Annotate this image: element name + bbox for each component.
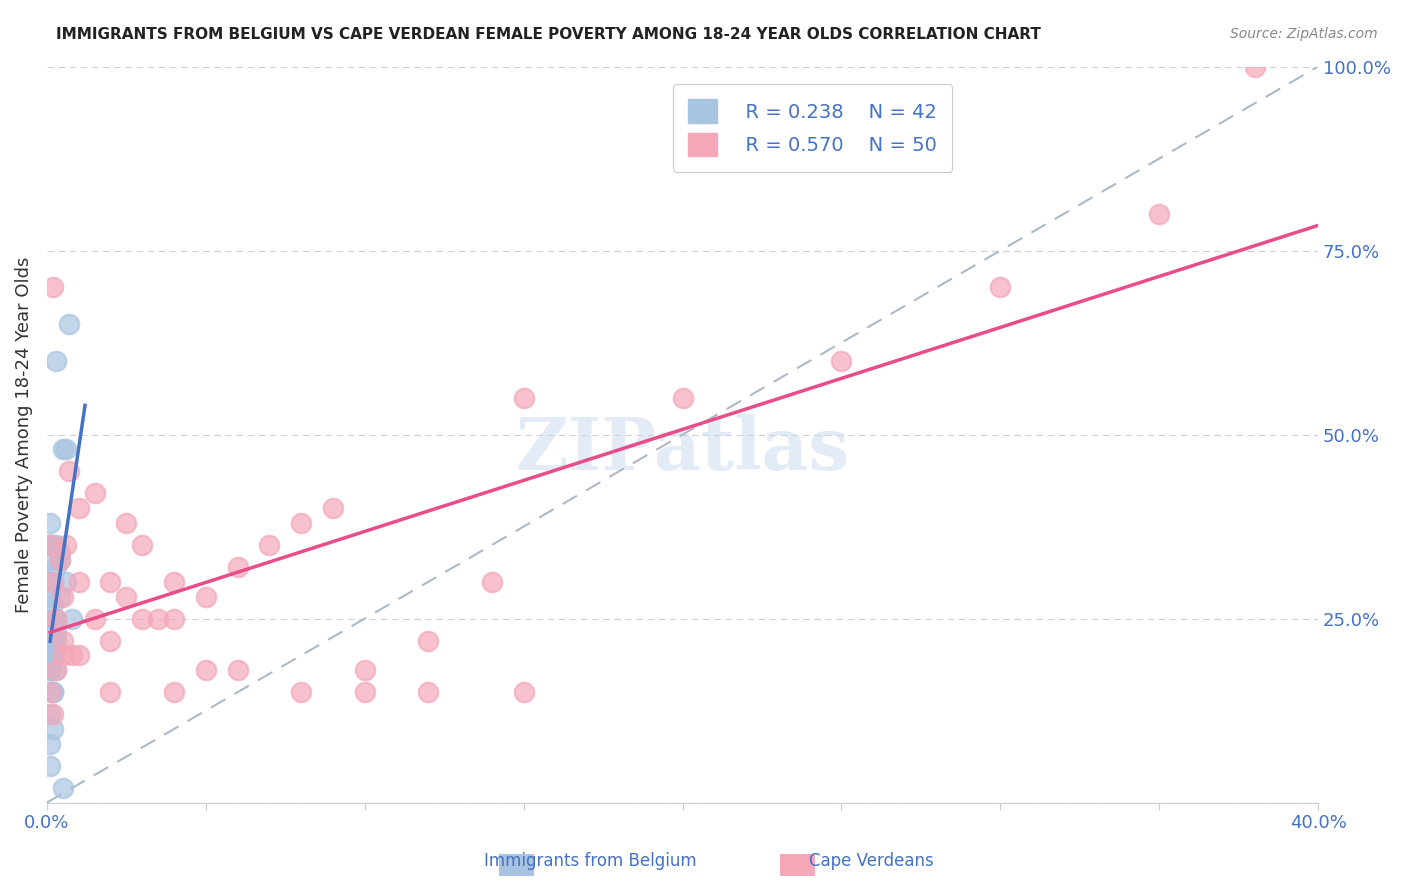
Point: [39, 737, 62, 751]
Point: [52, 633, 75, 648]
Point: [1243, 60, 1265, 74]
Point: [481, 574, 503, 589]
Point: [42, 685, 65, 699]
Point: [39, 663, 62, 677]
Point: [45, 560, 67, 574]
Point: [39, 707, 62, 722]
Point: [42, 574, 65, 589]
Point: [322, 501, 344, 516]
Point: [830, 354, 852, 368]
Point: [39, 538, 62, 552]
Point: [55, 538, 77, 552]
Point: [83, 611, 105, 625]
Point: [42, 633, 65, 648]
Text: Cape Verdeans: Cape Verdeans: [810, 852, 934, 870]
Point: [146, 611, 169, 625]
Point: [42, 633, 65, 648]
Point: [42, 707, 65, 722]
Text: Source: ZipAtlas.com: Source: ZipAtlas.com: [1230, 27, 1378, 41]
Point: [988, 280, 1011, 294]
Point: [48, 552, 70, 566]
Point: [45, 663, 67, 677]
Point: [1147, 207, 1170, 221]
Point: [39, 590, 62, 604]
Point: [39, 538, 62, 552]
Point: [67, 574, 90, 589]
Point: [100, 574, 122, 589]
Point: [512, 391, 534, 405]
Point: [48, 545, 70, 559]
Point: [39, 538, 62, 552]
Point: [45, 611, 67, 625]
Y-axis label: Female Poverty Among 18-24 Year Olds: Female Poverty Among 18-24 Year Olds: [15, 256, 32, 613]
Point: [45, 538, 67, 552]
Point: [163, 574, 186, 589]
Point: [194, 663, 217, 677]
Point: [42, 538, 65, 552]
Point: [67, 501, 90, 516]
Point: [163, 611, 186, 625]
Point: [259, 538, 281, 552]
Point: [48, 552, 70, 566]
Point: [39, 516, 62, 530]
Point: [163, 685, 186, 699]
Point: [131, 538, 153, 552]
Point: [52, 590, 75, 604]
Point: [42, 648, 65, 663]
Point: [48, 590, 70, 604]
Point: [45, 663, 67, 677]
Point: [290, 685, 312, 699]
Point: [39, 663, 62, 677]
Point: [131, 611, 153, 625]
Point: [67, 648, 90, 663]
Point: [60, 611, 83, 625]
Point: [353, 663, 375, 677]
Point: [45, 633, 67, 648]
Point: [45, 626, 67, 640]
Point: [55, 574, 77, 589]
Point: [290, 516, 312, 530]
Point: [100, 633, 122, 648]
Point: [60, 648, 83, 663]
Point: [45, 611, 67, 625]
Point: [58, 317, 80, 331]
Legend:   R = 0.238    N = 42,   R = 0.570    N = 50: R = 0.238 N = 42, R = 0.570 N = 50: [672, 84, 952, 172]
Point: [115, 516, 138, 530]
Point: [52, 648, 75, 663]
Point: [418, 685, 440, 699]
Point: [418, 633, 440, 648]
Point: [42, 280, 65, 294]
Point: [42, 722, 65, 736]
Point: [45, 611, 67, 625]
Point: [512, 685, 534, 699]
Point: [39, 574, 62, 589]
Text: IMMIGRANTS FROM BELGIUM VS CAPE VERDEAN FEMALE POVERTY AMONG 18-24 YEAR OLDS COR: IMMIGRANTS FROM BELGIUM VS CAPE VERDEAN …: [56, 27, 1040, 42]
Point: [39, 685, 62, 699]
Point: [194, 590, 217, 604]
Point: [39, 633, 62, 648]
Text: Immigrants from Belgium: Immigrants from Belgium: [484, 852, 697, 870]
Point: [45, 354, 67, 368]
Point: [39, 648, 62, 663]
Point: [83, 486, 105, 500]
Point: [226, 560, 249, 574]
Point: [100, 685, 122, 699]
Text: ZIPatlas: ZIPatlas: [516, 414, 849, 485]
Point: [42, 611, 65, 625]
Point: [226, 663, 249, 677]
Point: [39, 759, 62, 773]
Point: [42, 633, 65, 648]
Point: [52, 780, 75, 795]
Point: [58, 464, 80, 478]
Point: [42, 597, 65, 611]
Point: [52, 442, 75, 457]
Point: [671, 391, 693, 405]
Point: [42, 648, 65, 663]
Point: [353, 685, 375, 699]
Point: [42, 685, 65, 699]
Point: [39, 552, 62, 566]
Point: [115, 590, 138, 604]
Point: [55, 442, 77, 457]
Point: [42, 574, 65, 589]
